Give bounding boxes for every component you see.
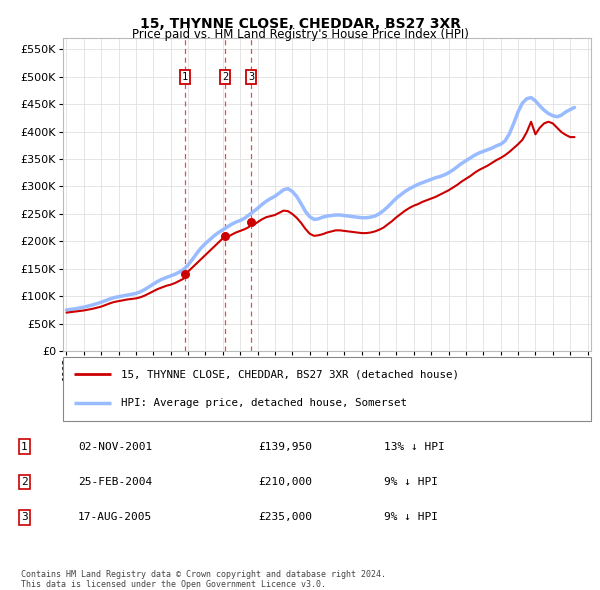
Text: 1: 1 [182, 72, 188, 82]
Text: 3: 3 [21, 513, 28, 522]
Text: 3: 3 [248, 72, 254, 82]
Text: This data is licensed under the Open Government Licence v3.0.: This data is licensed under the Open Gov… [21, 579, 326, 589]
Point [221, 231, 230, 241]
Text: 2: 2 [222, 72, 229, 82]
Text: £235,000: £235,000 [258, 513, 312, 522]
Text: 25-FEB-2004: 25-FEB-2004 [78, 477, 152, 487]
Text: HPI: Average price, detached house, Somerset: HPI: Average price, detached house, Some… [121, 398, 407, 408]
Point [181, 270, 190, 279]
Text: 02-NOV-2001: 02-NOV-2001 [78, 442, 152, 451]
Text: 15, THYNNE CLOSE, CHEDDAR, BS27 3XR: 15, THYNNE CLOSE, CHEDDAR, BS27 3XR [139, 17, 461, 31]
Text: Contains HM Land Registry data © Crown copyright and database right 2024.: Contains HM Land Registry data © Crown c… [21, 570, 386, 579]
FancyBboxPatch shape [63, 357, 591, 421]
Text: £139,950: £139,950 [258, 442, 312, 451]
Text: 13% ↓ HPI: 13% ↓ HPI [384, 442, 445, 451]
Text: 17-AUG-2005: 17-AUG-2005 [78, 513, 152, 522]
Text: 9% ↓ HPI: 9% ↓ HPI [384, 477, 438, 487]
Text: 15, THYNNE CLOSE, CHEDDAR, BS27 3XR (detached house): 15, THYNNE CLOSE, CHEDDAR, BS27 3XR (det… [121, 369, 459, 379]
Point [247, 217, 256, 227]
Text: £210,000: £210,000 [258, 477, 312, 487]
Text: 9% ↓ HPI: 9% ↓ HPI [384, 513, 438, 522]
Text: 1: 1 [21, 442, 28, 451]
Text: 2: 2 [21, 477, 28, 487]
Text: Price paid vs. HM Land Registry's House Price Index (HPI): Price paid vs. HM Land Registry's House … [131, 28, 469, 41]
